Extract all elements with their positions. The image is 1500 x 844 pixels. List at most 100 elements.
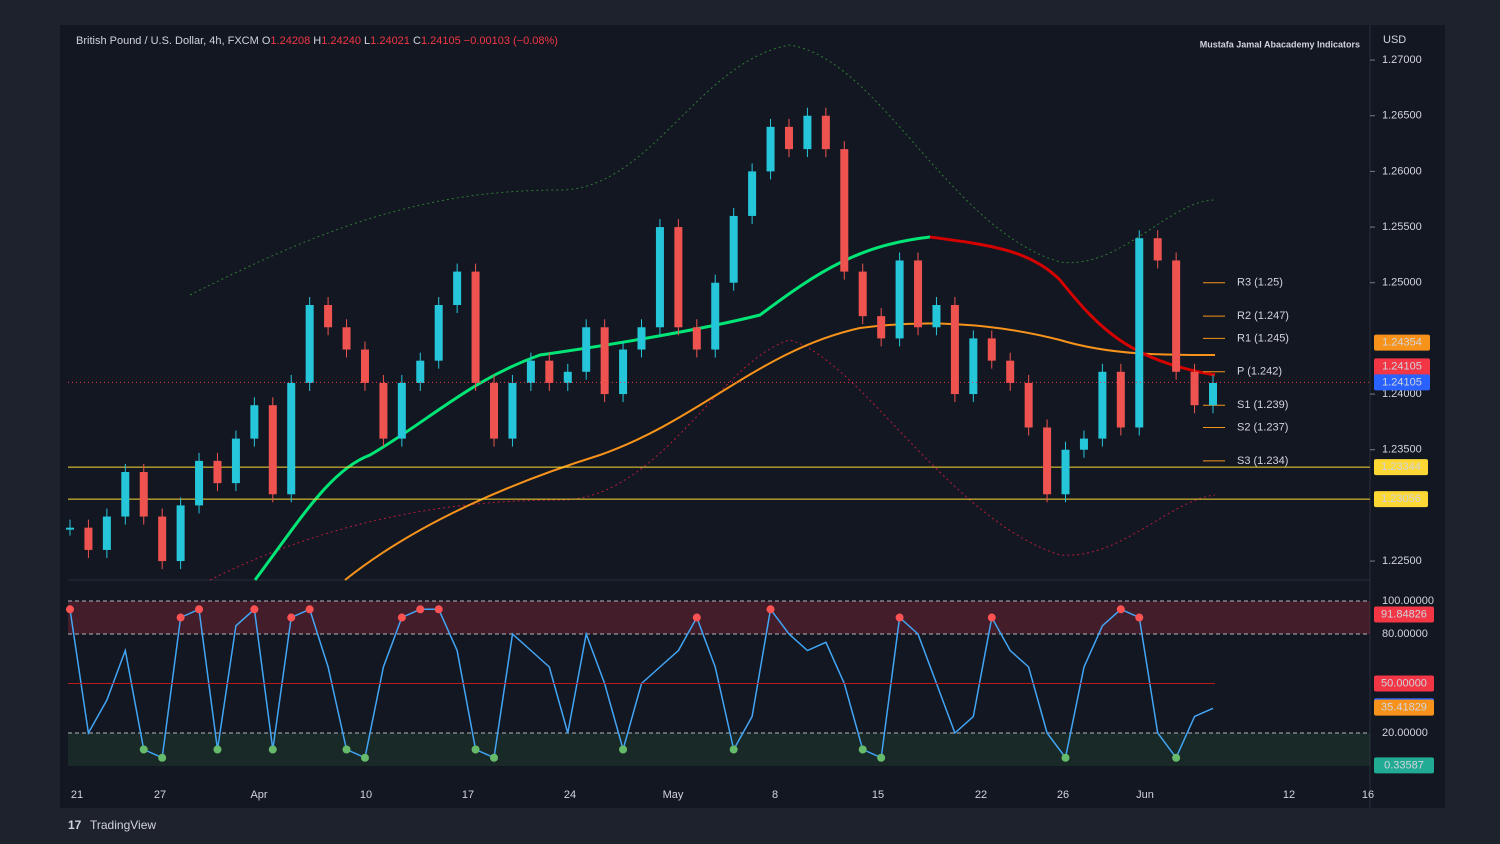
candle-body bbox=[1135, 238, 1144, 428]
price-tag-label: 1.23056 bbox=[1381, 493, 1421, 505]
candle-body bbox=[1209, 382, 1217, 406]
x-tick-label: 12 bbox=[1283, 789, 1295, 801]
candle-body bbox=[545, 360, 554, 383]
candle-body bbox=[655, 227, 664, 328]
signal-dot bbox=[158, 753, 167, 762]
signal-dot bbox=[416, 605, 425, 614]
candle-body bbox=[287, 382, 296, 495]
candle-body bbox=[139, 472, 148, 517]
open-label: O bbox=[262, 35, 271, 47]
candle-body bbox=[434, 305, 443, 361]
pivot-label: S2 (1.237) bbox=[1237, 421, 1288, 433]
price-tag bbox=[1374, 491, 1428, 508]
candle-body bbox=[1153, 238, 1162, 261]
value-tag-label: 50.00000 bbox=[1381, 677, 1427, 689]
candle-body bbox=[932, 305, 941, 328]
close-label: C bbox=[413, 35, 421, 47]
value-tag-label: 91.84826 bbox=[1381, 608, 1427, 620]
candle-body bbox=[1006, 360, 1015, 383]
signal-dot bbox=[729, 745, 738, 754]
candle-body bbox=[674, 227, 683, 328]
y-tick-label: 1.25000 bbox=[1382, 277, 1422, 289]
signal-dot bbox=[195, 605, 204, 614]
envelope-lower bbox=[209, 339, 1216, 581]
candle-body bbox=[877, 316, 886, 339]
candle-body bbox=[840, 149, 849, 272]
pivot-label: R3 (1.25) bbox=[1237, 277, 1283, 289]
candle-body bbox=[914, 260, 923, 328]
signal-dot bbox=[987, 613, 996, 622]
pivot-label: S3 (1.234) bbox=[1237, 455, 1288, 467]
candle-body bbox=[158, 516, 167, 562]
signal-dot bbox=[1135, 613, 1144, 622]
price-tag-label: 1.24105 bbox=[1382, 360, 1422, 372]
moving-average-slow bbox=[344, 322, 1216, 581]
y-tick-label: 1.26000 bbox=[1382, 165, 1422, 177]
y-tick-label: 1.27000 bbox=[1382, 54, 1422, 66]
y-tick-label: 1.22500 bbox=[1382, 555, 1422, 567]
change: −0.00103 (−0.08%) bbox=[464, 35, 558, 47]
signal-dot bbox=[471, 745, 480, 754]
candle-body bbox=[453, 271, 462, 305]
candle-body bbox=[1190, 371, 1199, 406]
candle-body bbox=[121, 472, 130, 517]
candle-body bbox=[950, 305, 959, 395]
y-tick-label: 1.24000 bbox=[1382, 388, 1422, 400]
candle-body bbox=[508, 382, 517, 439]
signal-dot bbox=[1061, 753, 1070, 762]
x-tick-label: 27 bbox=[154, 789, 166, 801]
candle-body bbox=[379, 382, 388, 439]
brand[interactable]: TradingView bbox=[90, 818, 156, 832]
x-tick-label: May bbox=[663, 789, 684, 801]
candle-body bbox=[324, 305, 333, 328]
signal-dot bbox=[305, 605, 314, 614]
y-tick-label: 1.23500 bbox=[1382, 444, 1422, 456]
value-tag-label: 0.33587 bbox=[1384, 759, 1424, 771]
candle-body bbox=[895, 260, 904, 339]
candle-body bbox=[416, 360, 425, 383]
open-value: 1.24208 bbox=[270, 35, 310, 47]
value-tag bbox=[1374, 675, 1434, 692]
y-tick-label: 20.00000 bbox=[1382, 727, 1428, 739]
candle-body bbox=[748, 171, 757, 216]
x-tick-label: Jun bbox=[1136, 789, 1154, 801]
candle-body bbox=[729, 215, 738, 283]
signal-dot bbox=[895, 613, 904, 622]
signal-dot bbox=[176, 613, 185, 622]
y-tick-label: 100.00000 bbox=[1382, 595, 1434, 607]
moving-average-fast-up bbox=[253, 235, 931, 581]
candle-body bbox=[66, 527, 74, 530]
symbol: British Pound / U.S. Dollar, 4h, FXCM bbox=[76, 35, 259, 47]
x-tick-label: 17 bbox=[462, 789, 474, 801]
overbought-zone bbox=[68, 601, 1370, 635]
x-tick-label: 16 bbox=[1362, 789, 1374, 801]
oversold-zone bbox=[68, 732, 1370, 766]
candle-body bbox=[490, 382, 499, 439]
signal-dot bbox=[287, 613, 296, 622]
signal-dot bbox=[250, 605, 259, 614]
currency: USD bbox=[1383, 34, 1406, 46]
signal-dot bbox=[66, 605, 74, 614]
x-tick-label: 15 bbox=[872, 789, 884, 801]
x-tick-label: 10 bbox=[360, 789, 372, 801]
price-tag-label: 1.23344 bbox=[1381, 461, 1421, 473]
price-tag bbox=[1374, 459, 1428, 476]
candle-body bbox=[1079, 438, 1088, 450]
signal-dot bbox=[766, 605, 775, 614]
indicator-name: Mustafa Jamal Abacademy Indicators bbox=[1200, 39, 1360, 49]
candle-body bbox=[969, 338, 978, 395]
candle-body bbox=[84, 527, 93, 550]
candle-body bbox=[563, 371, 572, 383]
value-tag bbox=[1374, 606, 1434, 623]
price-tag bbox=[1374, 374, 1430, 391]
pivot-label: S1 (1.239) bbox=[1237, 399, 1288, 411]
high-label: H bbox=[313, 35, 321, 47]
value-tag bbox=[1374, 699, 1434, 716]
signal-dot bbox=[139, 745, 148, 754]
pivot-label: R1 (1.245) bbox=[1237, 332, 1289, 344]
candle-body bbox=[1024, 382, 1033, 428]
candle-body bbox=[711, 282, 720, 350]
candle-body bbox=[195, 460, 204, 506]
value-tag-label: 35.41829 bbox=[1381, 701, 1427, 713]
signal-dot bbox=[360, 753, 369, 762]
